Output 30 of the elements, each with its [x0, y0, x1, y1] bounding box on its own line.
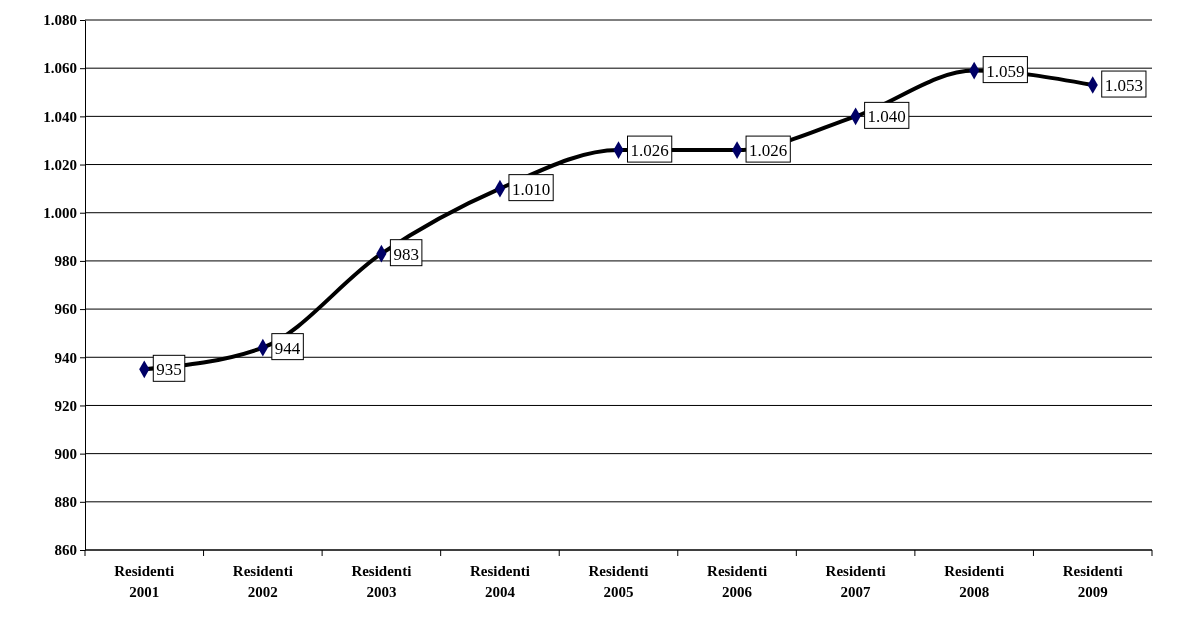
- y-tick-label: 940: [54, 349, 77, 366]
- data-label: 983: [393, 244, 419, 264]
- y-tick-label: 1.000: [43, 205, 77, 222]
- x-tick-label: Residenti 2001: [114, 563, 175, 600]
- data-label: 1.053: [1104, 76, 1143, 96]
- y-tick-label: 1.040: [43, 108, 77, 125]
- x-tick-label: Residenti 2008: [944, 563, 1005, 600]
- y-tick-label: 900: [54, 445, 77, 462]
- y-tick-label: 920: [54, 397, 77, 414]
- data-label: 1.026: [630, 141, 669, 161]
- x-tick-label: Residenti 2007: [825, 563, 886, 600]
- x-tick-label: Residenti 2006: [707, 563, 768, 600]
- data-label: 1.010: [511, 179, 551, 199]
- data-label: 1.040: [867, 107, 906, 127]
- x-tick-label: Residenti 2009: [1062, 563, 1123, 600]
- y-tick-label: 1.060: [43, 60, 77, 77]
- y-tick-label: 1.020: [43, 156, 77, 173]
- y-tick-label: 960: [54, 301, 77, 318]
- data-label: 1.059: [986, 61, 1025, 81]
- y-tick-label: 1.080: [43, 12, 77, 29]
- y-tick-label: 880: [54, 494, 77, 511]
- x-tick-label: Residenti 2002: [232, 563, 293, 600]
- data-label: 944: [274, 338, 301, 358]
- y-tick-label: 860: [54, 542, 77, 559]
- x-tick-label: Residenti 2005: [588, 563, 649, 600]
- y-tick-label: 980: [54, 253, 77, 270]
- x-tick-label: Residenti 2003: [351, 563, 412, 600]
- x-tick-label: Residenti 2004: [469, 563, 530, 600]
- data-label: 1.026: [749, 141, 788, 161]
- data-label: 935: [156, 360, 182, 380]
